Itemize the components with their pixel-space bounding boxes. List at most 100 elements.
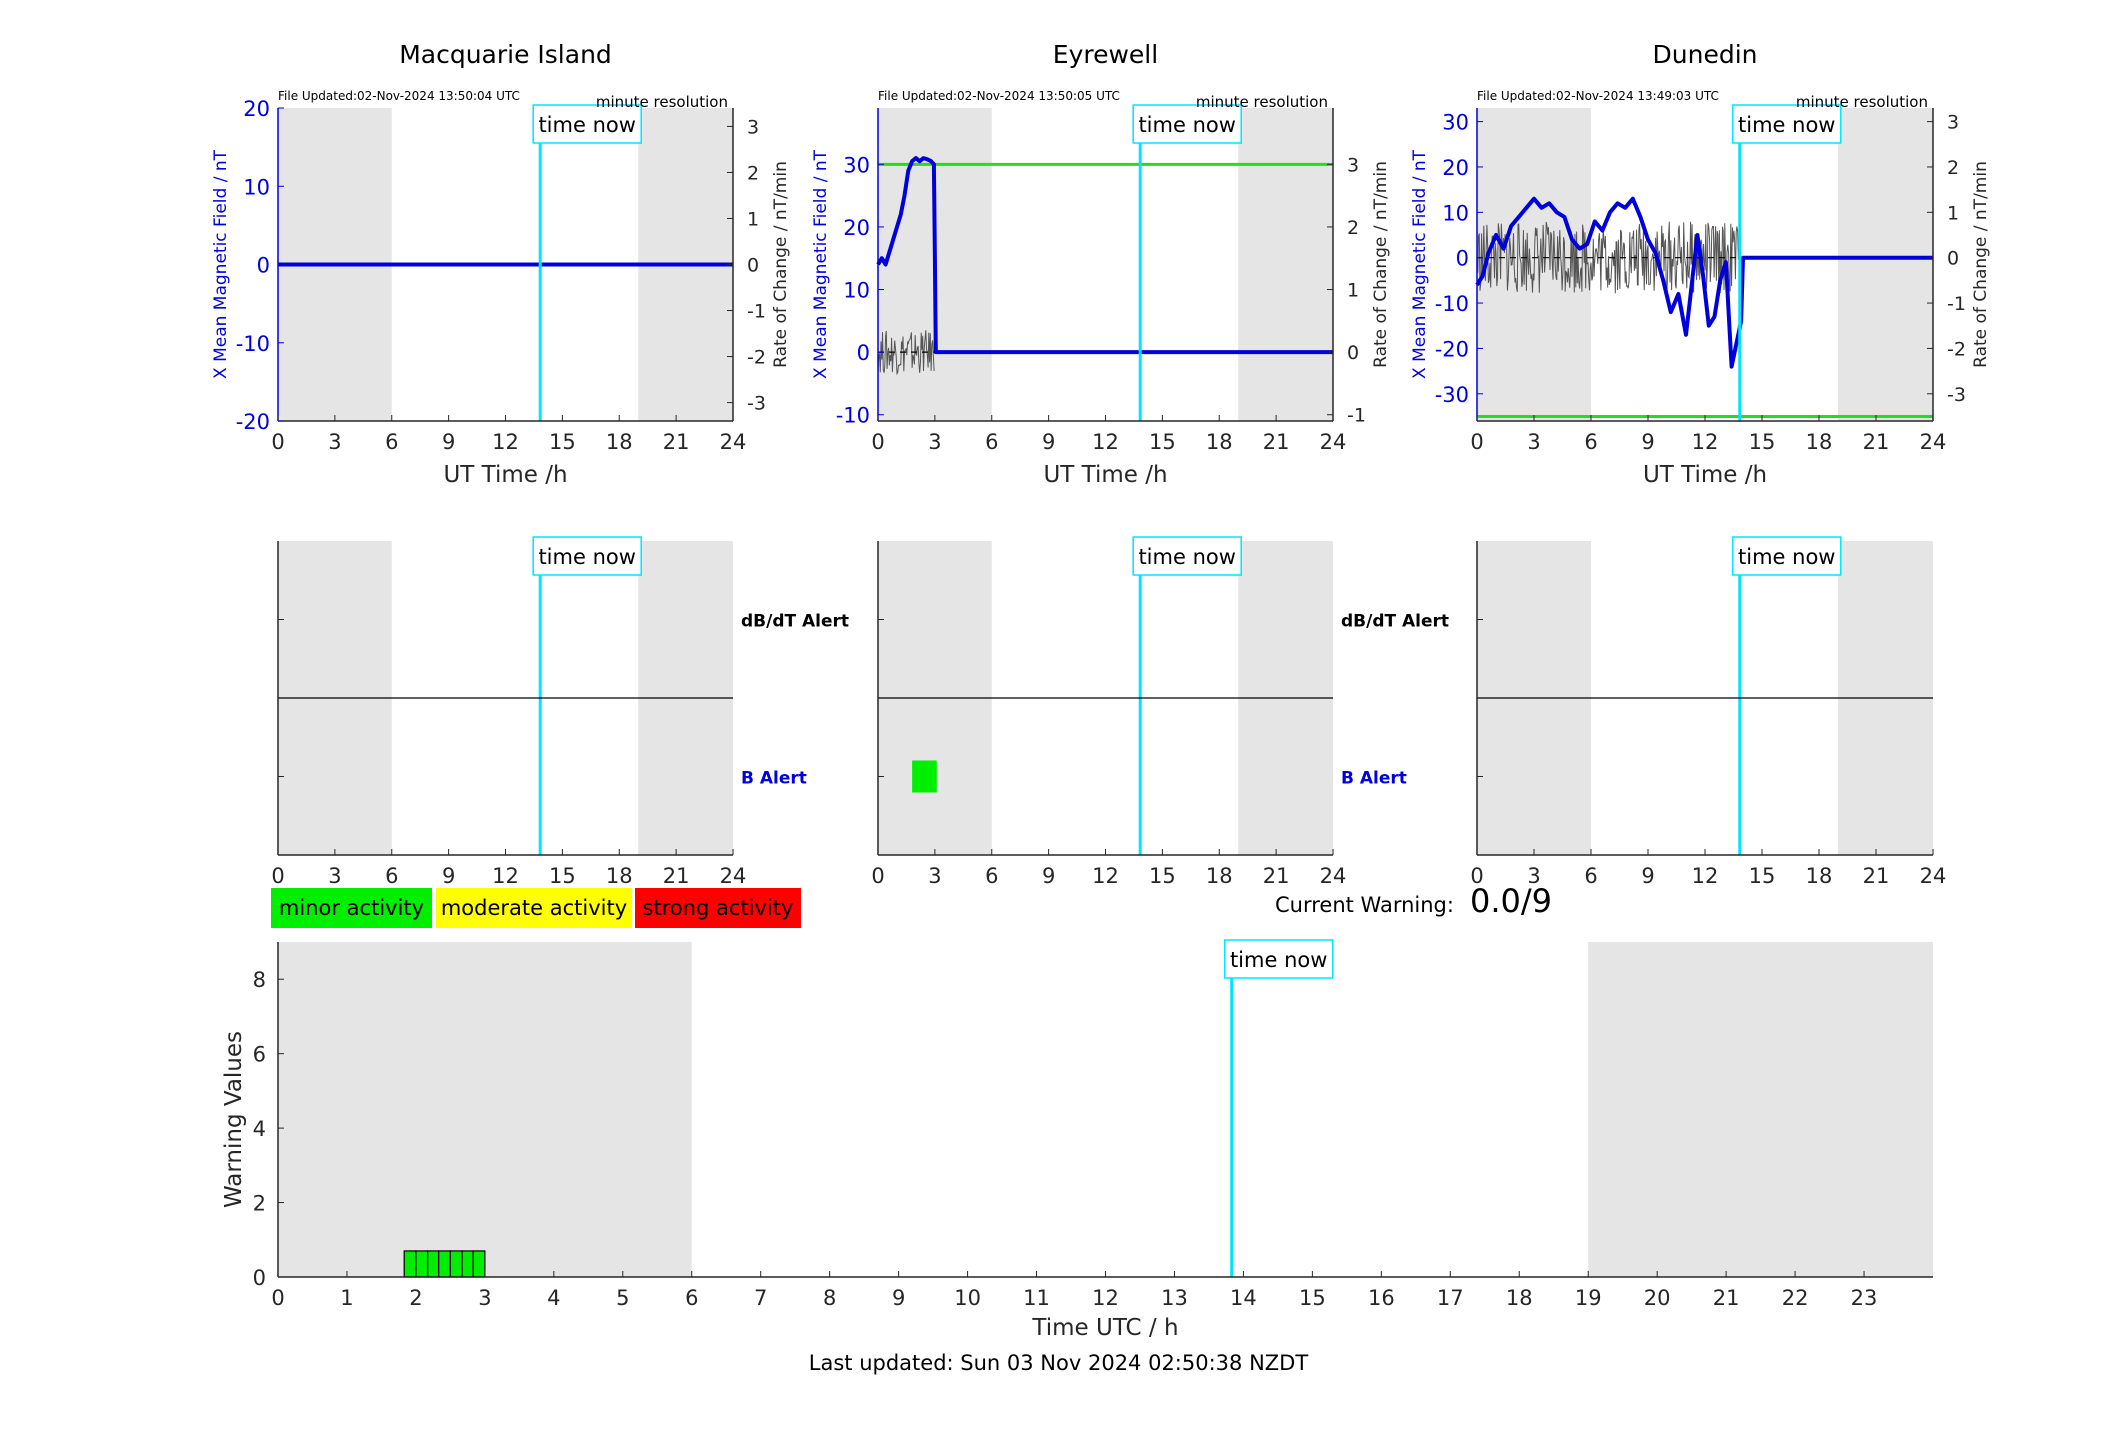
time-now-box (1223, 939, 1334, 979)
y-tick-label: 20 (243, 97, 270, 121)
x-axis-label: UT Time /h (1643, 462, 1767, 488)
x-tick-label: 0 (1470, 864, 1483, 888)
x-tick-label: 7 (754, 1286, 767, 1310)
y-tick-label: 2 (253, 1192, 266, 1216)
y-right-tick-label: -1 (1347, 405, 1366, 427)
x-tick-label: 12 (1092, 864, 1119, 888)
x-tick-label: 9 (1042, 864, 1055, 888)
x-tick-label: 0 (271, 430, 284, 454)
x-tick-label: 12 (1092, 430, 1119, 454)
x-tick-label: 18 (1806, 864, 1833, 888)
warning-bar (403, 1250, 417, 1278)
x-tick-label: 3 (1527, 430, 1540, 454)
x-tick-label: 12 (492, 430, 519, 454)
y-right-tick-label: 1 (1347, 280, 1359, 302)
y-right-tick-label: 0 (1347, 342, 1359, 364)
warning-bar (449, 1250, 463, 1278)
y-right-tick-label: 2 (747, 162, 759, 184)
time-now-box (532, 536, 642, 576)
x-axis-label: UT Time /h (443, 462, 567, 488)
x-tick-label: 12 (1092, 1286, 1119, 1310)
x-tick-label: 15 (1749, 864, 1776, 888)
time-now-box (1732, 104, 1842, 144)
warning-bar (438, 1250, 451, 1278)
x-tick-label: 24 (1320, 430, 1347, 454)
x-tick-label: 19 (1575, 1286, 1602, 1310)
y-right-tick-label: 3 (1947, 112, 1959, 134)
x-tick-label: 24 (1320, 864, 1347, 888)
x-tick-label: 24 (1920, 864, 1947, 888)
y-axis-label: X Mean Magnetic Field / nT (811, 149, 831, 379)
y-tick-label: 10 (1442, 201, 1469, 225)
y-right-tick-label: -1 (1947, 293, 1966, 315)
y-tick-label: 10 (843, 279, 870, 303)
y-tick-label: -20 (1435, 337, 1469, 361)
x-tick-label: 15 (1149, 430, 1176, 454)
x-tick-label: 6 (985, 430, 998, 454)
x-tick-label: 12 (1692, 430, 1719, 454)
x-tick-label: 24 (1920, 430, 1947, 454)
legend-moderate: moderate activity (436, 888, 632, 928)
x-axis-label: Time UTC / h (1031, 1315, 1178, 1341)
night-shading (1588, 942, 1933, 1277)
panel-title: Eyrewell (1053, 40, 1158, 69)
y-right-tick-label: 0 (1947, 248, 1959, 270)
y-axis-label: X Mean Magnetic Field / nT (1410, 149, 1430, 379)
x-tick-label: 6 (685, 1286, 698, 1310)
current-warning-value: 0.0/9 (1470, 882, 1553, 920)
x-tick-label: 18 (1806, 430, 1833, 454)
x-tick-label: 2 (409, 1286, 422, 1310)
x-tick-label: 0 (271, 1286, 284, 1310)
warning-bar (415, 1250, 429, 1278)
y-right-tick-label: 0 (747, 255, 759, 277)
x-tick-label: 0 (1470, 430, 1483, 454)
night-shading (1838, 108, 1933, 421)
x-tick-label: 0 (871, 430, 884, 454)
alert-block (912, 760, 937, 793)
last-updated: Last updated: Sun 03 Nov 2024 02:50:38 N… (808, 1351, 1309, 1375)
x-tick-label: 18 (1206, 864, 1233, 888)
x-tick-label: 21 (1863, 864, 1890, 888)
x-tick-label: 24 (720, 430, 747, 454)
y-right-tick-label: 2 (1347, 217, 1359, 239)
file-updated: File Updated:02-Nov-2024 13:50:04 UTC (278, 89, 520, 103)
legend-minor: minor activity (271, 888, 432, 928)
dbdt-alert-label: dB/dT Alert (1341, 612, 1449, 632)
warning-bar (427, 1250, 440, 1278)
x-tick-label: 15 (1149, 864, 1176, 888)
y-tick-label: 0 (257, 254, 270, 278)
y-tick-label: 0 (857, 341, 870, 365)
x-tick-label: 8 (823, 1286, 836, 1310)
rate-of-change-trace (1476, 221, 1742, 294)
x-tick-label: 21 (663, 864, 690, 888)
x-tick-label: 4 (547, 1286, 560, 1310)
x-tick-label: 21 (1263, 430, 1290, 454)
x-tick-label: 23 (1851, 1286, 1878, 1310)
y-right-tick-label: 3 (747, 116, 759, 138)
x-field-series (1475, 196, 1933, 369)
dbdt-alert-label: dB/dT Alert (741, 612, 849, 632)
x-tick-label: 3 (928, 430, 941, 454)
x-tick-label: 3 (1527, 864, 1540, 888)
time-now-label: time now (1230, 948, 1327, 972)
y-tick-label: 30 (843, 153, 870, 177)
time-now-label: time now (1138, 113, 1235, 137)
panel-title: Macquarie Island (399, 40, 612, 69)
time-now-box (532, 104, 642, 144)
x-tick-label: 11 (1023, 1286, 1050, 1310)
x-axis-label: UT Time /h (1043, 462, 1167, 488)
y-tick-label: -10 (236, 332, 270, 356)
x-tick-label: 24 (720, 864, 747, 888)
y-tick-label: 0 (1456, 247, 1469, 271)
rate-of-change-trace (877, 330, 935, 376)
time-now-label: time now (1738, 113, 1835, 137)
x-tick-label: 22 (1782, 1286, 1809, 1310)
x-tick-label: 18 (1206, 430, 1233, 454)
time-now-label: time now (538, 545, 635, 569)
x-tick-label: 3 (328, 430, 341, 454)
y-right-axis-label: Rate of Change / nT/min (1371, 161, 1391, 368)
y-right-tick-label: -2 (1947, 338, 1966, 360)
x-tick-label: 3 (328, 864, 341, 888)
